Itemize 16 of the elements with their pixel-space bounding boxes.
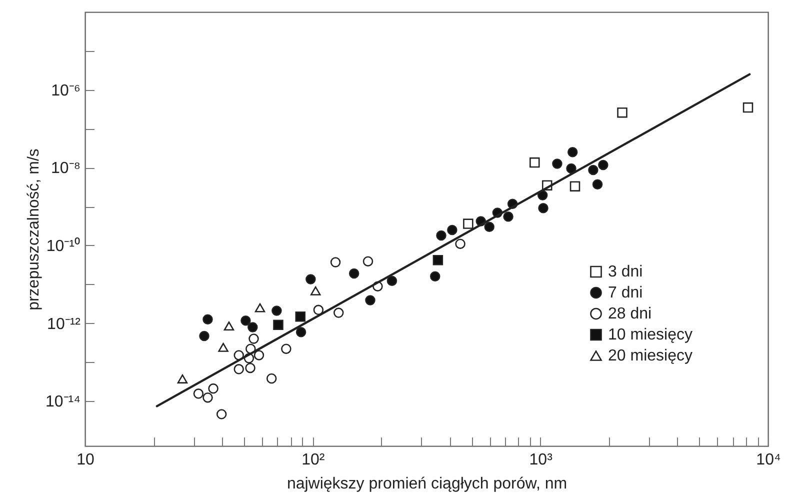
y-tick-label: 10⁻¹² — [47, 316, 82, 333]
y-tick-label: 10⁻¹⁰ — [46, 236, 80, 255]
legend-label: 10 miesięcy — [608, 326, 692, 344]
x-tick-label: 10² — [302, 452, 326, 468]
legend-label: 28 dni — [608, 306, 652, 323]
x-axis-title: największy promień ciągłych porów, nm — [286, 476, 568, 492]
y-tick-label: 10⁻⁸ — [50, 160, 80, 178]
legend-label: 20 miesięcy — [608, 348, 692, 365]
y-axis-title: przepuszczalność, m/s — [26, 148, 42, 310]
legend-label: 7 dni — [608, 284, 643, 302]
y-tick-label: 10⁻¹⁴ — [46, 394, 81, 411]
y-tick-label: 10⁻⁶ — [51, 82, 80, 100]
x-tick-label: 10³ — [529, 452, 554, 468]
x-tick-label: 10⁴ — [756, 452, 781, 468]
x-tick-label: 10 — [76, 452, 94, 468]
legend-label: 3 dni — [608, 264, 643, 281]
